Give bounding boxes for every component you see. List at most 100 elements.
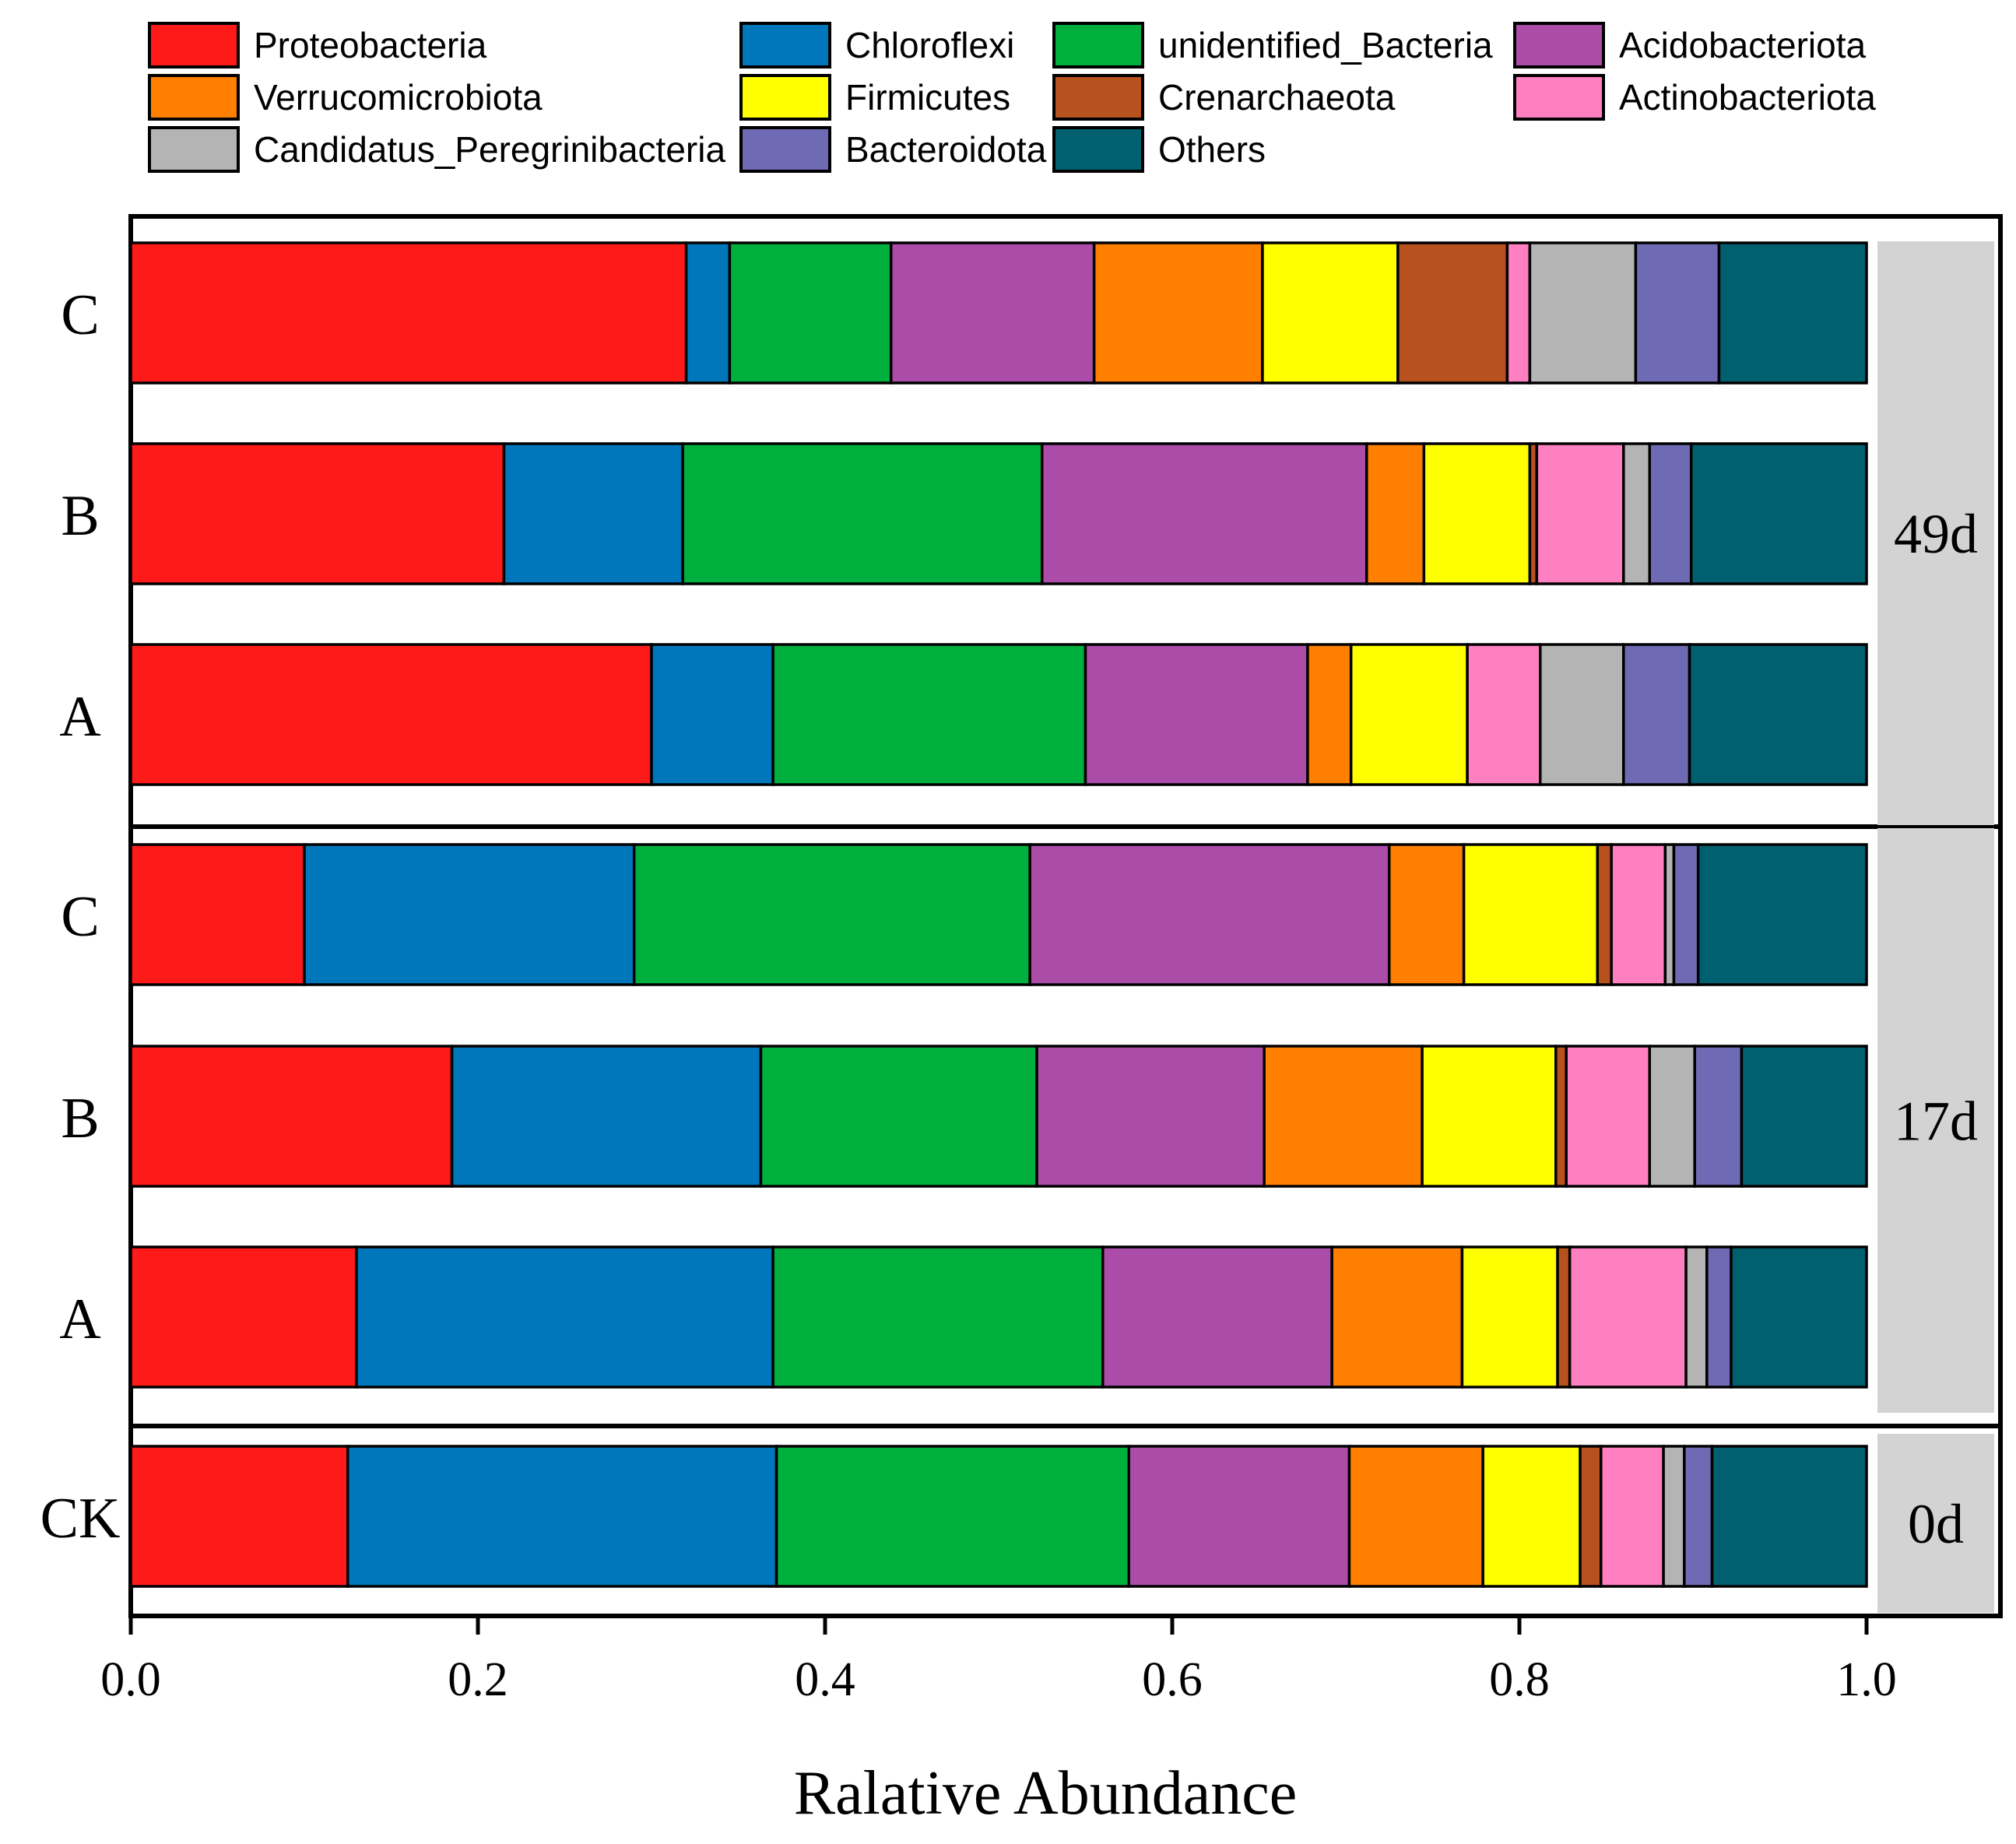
- legend-label-verrucomicrobiota: Verrucomicrobiota: [254, 77, 543, 118]
- bar-segment-chloroflexi-row-1: [502, 442, 684, 585]
- bar-segment-others-row-4: [1740, 1045, 1868, 1188]
- bar-segment-acidobacteriota-row-6: [1127, 1445, 1351, 1588]
- bar-segment-firmicutes-row-0: [1261, 241, 1400, 385]
- group-label-0d: 0d: [1908, 1493, 1964, 1555]
- bar-segment-actinobacteriota-row-2: [1466, 643, 1542, 786]
- bars: [129, 241, 1868, 1588]
- legend-swatch-proteobacteria: [148, 22, 240, 68]
- bar-segment-acidobacteriota-row-5: [1101, 1245, 1333, 1389]
- row-label-b-4: B: [61, 1087, 99, 1150]
- bar-segment-verrucomicrobiota-row-1: [1365, 442, 1426, 585]
- legend-swatch-acidobacteriota: [1513, 22, 1605, 68]
- bar-segment-verrucomicrobiota-row-0: [1092, 241, 1264, 385]
- x-axis-title: Ralative Abundance: [794, 1759, 1297, 1828]
- bar-segment-verrucomicrobiota-row-2: [1306, 643, 1353, 786]
- legend-swatch-crenarchaeota: [1052, 74, 1144, 121]
- group-strip-17d: [1877, 828, 1994, 1413]
- group-label-17d: 17d: [1894, 1091, 1978, 1153]
- bar-segment-others-row-0: [1717, 241, 1868, 385]
- bar-segment-chloroflexi-row-4: [450, 1045, 763, 1188]
- bar-segment-verrucomicrobiota-row-3: [1388, 843, 1466, 986]
- bar-segment-unidentified-bacteria-row-3: [632, 843, 1031, 986]
- bar-segment-crenarchaeota-row-4: [1554, 1045, 1568, 1188]
- bar-segment-bacteroidota-row-5: [1705, 1245, 1733, 1389]
- bar-segment-proteobacteria-row-5: [129, 1245, 358, 1389]
- row-label-c-0: C: [61, 283, 99, 347]
- bar-segment-chloroflexi-row-2: [650, 643, 774, 786]
- bar-segment-bacteroidota-row-3: [1672, 843, 1700, 986]
- legend-label-crenarchaeota: Crenarchaeota: [1158, 77, 1396, 118]
- bar-segment-bacteroidota-row-2: [1622, 643, 1691, 786]
- bar-segment-actinobacteriota-row-4: [1565, 1045, 1651, 1188]
- bar-segment-verrucomicrobiota-row-4: [1263, 1045, 1424, 1188]
- bar-segment-crenarchaeota-row-6: [1579, 1445, 1603, 1588]
- bar-segment-unidentified-bacteria-row-0: [728, 241, 893, 385]
- legend-swatch-firmicutes: [739, 74, 831, 121]
- bar-segment-actinobacteriota-row-6: [1600, 1445, 1665, 1588]
- bar-segment-acidobacteriota-row-1: [1041, 442, 1368, 585]
- row-label-b-1: B: [61, 484, 99, 548]
- bar-segment-crenarchaeota-row-3: [1596, 843, 1613, 986]
- legend-swatch-bacteroidota: [739, 126, 831, 173]
- legend-label-proteobacteria: Proteobacteria: [254, 25, 487, 65]
- bar-segment-actinobacteriota-row-0: [1505, 241, 1532, 385]
- group-strip-0d: [1877, 1434, 1994, 1613]
- bar-segment-candidatus-peregrinibacteria-row-2: [1539, 643, 1625, 786]
- bar-segment-others-row-5: [1730, 1245, 1868, 1389]
- bar-segment-firmicutes-row-4: [1421, 1045, 1558, 1188]
- bar-segment-verrucomicrobiota-row-5: [1330, 1245, 1464, 1389]
- bar-segment-firmicutes-row-5: [1460, 1245, 1559, 1389]
- bar-segment-acidobacteriota-row-0: [889, 241, 1096, 385]
- x-tick-label-2: 0.4: [795, 1653, 855, 1706]
- row-label-a-2: A: [59, 685, 100, 749]
- legend-label-candidatus-peregrinibacteria: Candidatus_Peregrinibacteria: [254, 129, 725, 170]
- bar-segment-unidentified-bacteria-row-5: [771, 1245, 1105, 1389]
- bar-segment-proteobacteria-row-3: [129, 843, 306, 986]
- row-label-c-3: C: [61, 885, 99, 949]
- row-label-a-5: A: [59, 1287, 100, 1351]
- legend-label-firmicutes: Firmicutes: [845, 77, 1010, 118]
- bar-segment-others-row-6: [1710, 1445, 1868, 1588]
- bar-segment-unidentified-bacteria-row-1: [681, 442, 1044, 585]
- legend-swatch-verrucomicrobiota: [148, 74, 240, 121]
- bar-segment-chloroflexi-row-0: [684, 241, 732, 385]
- bar-segment-firmicutes-row-2: [1349, 643, 1469, 786]
- x-tick-label-4: 0.8: [1489, 1653, 1550, 1706]
- bar-segment-actinobacteriota-row-5: [1568, 1245, 1688, 1389]
- bar-segment-acidobacteriota-row-2: [1084, 643, 1309, 786]
- legend-label-others: Others: [1158, 129, 1266, 170]
- x-axis: 0.0 0.2 0.4 0.6 0.8 1.0: [100, 1614, 2000, 1706]
- bar-segment-chloroflexi-row-3: [303, 843, 636, 986]
- bar-segment-proteobacteria-row-2: [129, 643, 653, 786]
- bar-segment-crenarchaeota-row-5: [1556, 1245, 1572, 1389]
- legend-label-acidobacteriota: Acidobacteriota: [1619, 25, 1866, 65]
- bar-segment-firmicutes-row-6: [1481, 1445, 1582, 1588]
- bar-segment-candidatus-peregrinibacteria-row-0: [1528, 241, 1638, 385]
- group-strips: 49d 17d 0d: [1877, 241, 1994, 1613]
- bar-segment-candidatus-peregrinibacteria-row-6: [1662, 1445, 1686, 1588]
- bar-segment-candidatus-peregrinibacteria-row-5: [1684, 1245, 1709, 1389]
- row-label-ck-6: CK: [40, 1487, 121, 1551]
- bar-segment-acidobacteriota-row-3: [1028, 843, 1391, 986]
- bar-segment-bacteroidota-row-4: [1693, 1045, 1744, 1188]
- bar-segment-bacteroidota-row-1: [1648, 442, 1693, 585]
- bar-segment-proteobacteria-row-1: [129, 442, 506, 585]
- group-strip-49d: [1877, 241, 1994, 825]
- bar-segment-bacteroidota-row-6: [1683, 1445, 1714, 1588]
- bar-segment-actinobacteriota-row-1: [1535, 442, 1625, 585]
- y-axis-labels: C B A C B A CK: [40, 283, 121, 1551]
- legend-swatch-unidentified-bacteria: [1052, 22, 1144, 68]
- x-tick-label-5: 1.0: [1836, 1653, 1897, 1706]
- bar-segment-unidentified-bacteria-row-4: [759, 1045, 1038, 1188]
- legend-swatch-others: [1052, 126, 1144, 173]
- bar-segment-others-row-3: [1696, 843, 1868, 986]
- bar-segment-unidentified-bacteria-row-6: [774, 1445, 1130, 1588]
- bar-segment-proteobacteria-row-6: [129, 1445, 349, 1588]
- legend-swatch-candidatus-peregrinibacteria: [148, 126, 240, 173]
- bar-segment-bacteroidota-row-0: [1634, 241, 1721, 385]
- legend-label-bacteroidota: Bacteroidota: [845, 129, 1047, 170]
- legend-swatch-chloroflexi: [739, 22, 831, 68]
- group-label-49d: 49d: [1894, 503, 1978, 565]
